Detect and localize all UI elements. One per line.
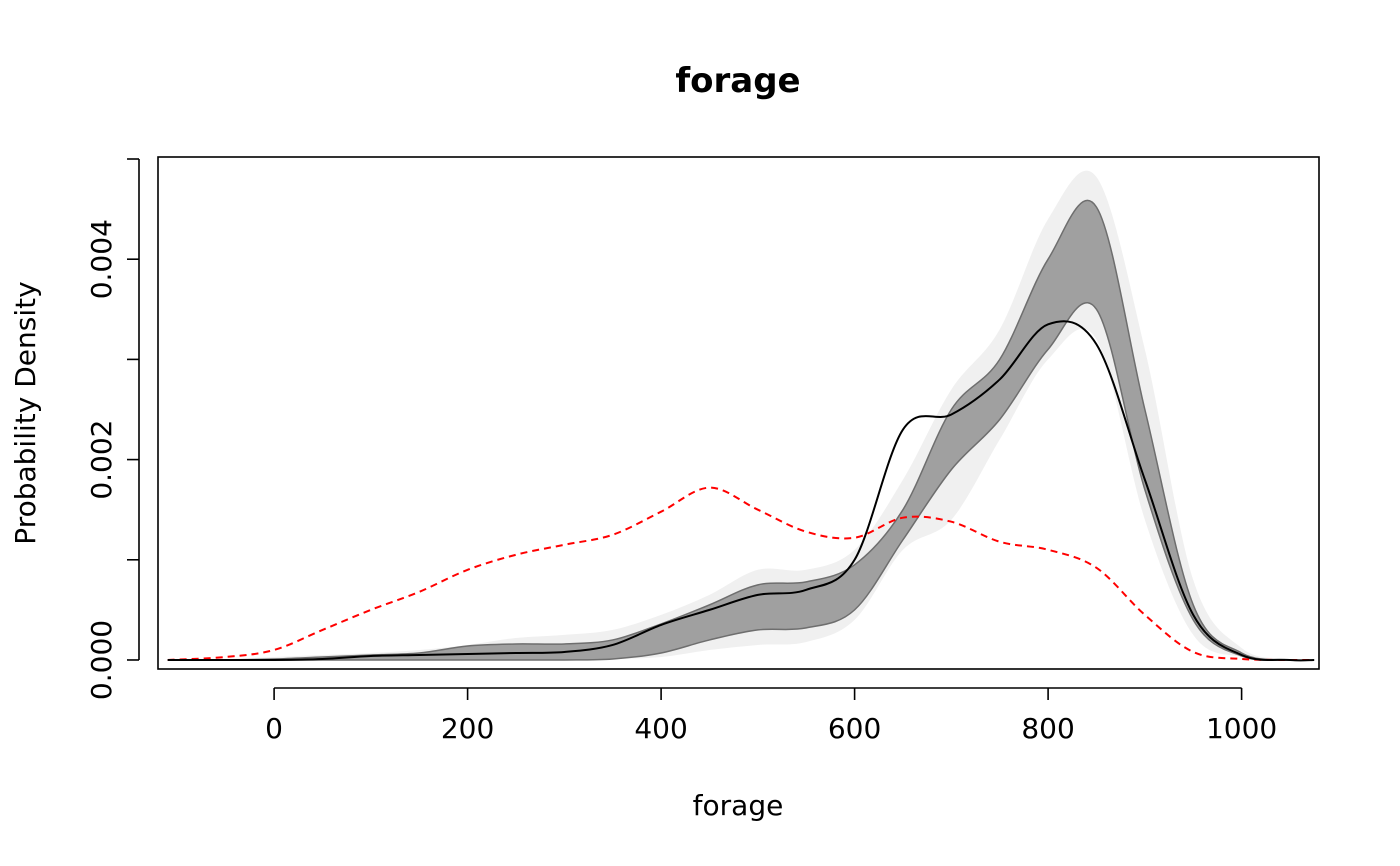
observed-density-line (167, 320, 1315, 662)
chart-title: forage (675, 61, 800, 101)
x-axis-label: forage (693, 789, 784, 822)
x-tick-label: 800 (1021, 712, 1074, 745)
y-axis: 0.000 0.002 0.004 (85, 158, 140, 700)
outer-credible-band (167, 170, 1315, 661)
x-tick-label: 200 (441, 712, 494, 745)
x-tick-label: 600 (828, 712, 881, 745)
x-tick-label: 400 (634, 712, 687, 745)
y-axis-label: Probability Density (9, 281, 42, 544)
reference-density-line (167, 486, 1315, 662)
y-tick-label: 0.002 (85, 420, 118, 500)
plot-area (167, 170, 1315, 662)
y-tick-label: 0.004 (85, 219, 118, 299)
inner-credible-band (167, 199, 1315, 662)
x-axis: 0 200 400 600 800 1000 (265, 687, 1277, 745)
x-tick-label: 0 (265, 712, 283, 745)
plot-frame (157, 156, 1320, 670)
y-tick-label: 0.000 (85, 620, 118, 700)
x-tick-label: 1000 (1206, 712, 1277, 745)
